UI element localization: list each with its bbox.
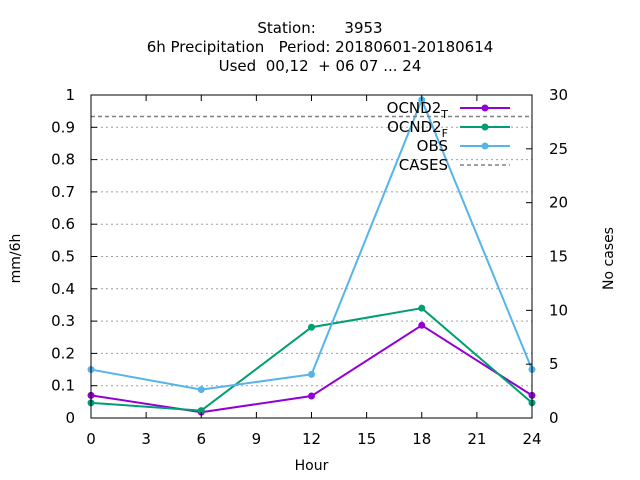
data-point-1 <box>418 304 426 312</box>
legend-name: OBS <box>417 137 448 155</box>
legend-marker <box>481 123 489 131</box>
y2-tick-label: 25 <box>549 140 568 158</box>
y2-tick-label: 5 <box>549 355 559 373</box>
y2-tick-label: 15 <box>549 248 568 266</box>
y-tick-label: 0.3 <box>51 312 75 330</box>
grid <box>91 126 532 387</box>
title-line: Used 00,12 + 06 07 ... 24 <box>219 57 422 75</box>
data-point-2 <box>308 370 315 378</box>
legend-name: OCND2 <box>387 99 442 117</box>
y-tick-label: 0 <box>65 409 75 427</box>
y-tick-label: 0.2 <box>51 344 75 362</box>
x-tick-label: 24 <box>522 430 541 448</box>
y-axis-label: mm/6h <box>8 234 24 284</box>
x-tick-label: 6 <box>196 430 206 448</box>
legend-marker <box>481 142 489 150</box>
x-tick-label: 18 <box>412 430 431 448</box>
legend-label: OCND2T <box>387 99 449 121</box>
y-tick-label: 0.1 <box>51 377 75 395</box>
data-point-0 <box>308 392 315 400</box>
data-point-1 <box>308 323 315 331</box>
y-tick-label: 0.7 <box>51 183 75 201</box>
legend-label: OCND2F <box>387 118 448 140</box>
y2-tick-label: 0 <box>549 409 559 427</box>
y2-tick-label: 30 <box>549 86 568 104</box>
legend-label: OBS <box>417 137 448 155</box>
y-tick-label: 1 <box>65 86 75 104</box>
x-tick-label: 15 <box>357 430 376 448</box>
legend-marker <box>481 104 489 112</box>
y-tick-label: 0.8 <box>51 151 75 169</box>
y-tick-label: 0.4 <box>51 280 75 298</box>
x-tick-label: 12 <box>302 430 321 448</box>
data-point-2 <box>197 386 205 394</box>
x-tick-label: 0 <box>86 430 96 448</box>
legend-label: CASES <box>399 156 448 174</box>
x-axis-label: Hour <box>295 458 329 474</box>
title-line: 6h Precipitation Period: 20180601-201806… <box>147 38 494 56</box>
y2-tick-label: 10 <box>549 301 568 319</box>
axis-ticks: 00.10.20.30.40.50.60.70.80.910 3 6 9 12 15 18 2… <box>51 86 568 448</box>
title-line: Station: 3953 <box>257 19 382 37</box>
x-tick-label: 9 <box>252 430 262 448</box>
y-tick-label: 0.5 <box>51 248 75 266</box>
x-tick-label: 21 <box>467 430 486 448</box>
x-tick-label: 3 <box>141 430 151 448</box>
y2-tick-label: 20 <box>549 194 568 212</box>
legend-name: OCND2 <box>387 118 442 136</box>
legend-subscript: F <box>442 127 448 140</box>
y-tick-label: 0.6 <box>51 215 75 233</box>
y2-axis-label: No cases <box>601 227 617 290</box>
data-point-1 <box>197 407 205 415</box>
legend-subscript: T <box>440 108 448 121</box>
y-tick-label: 0.9 <box>51 118 75 136</box>
legend-name: CASES <box>399 156 448 174</box>
data-point-0 <box>418 321 426 329</box>
